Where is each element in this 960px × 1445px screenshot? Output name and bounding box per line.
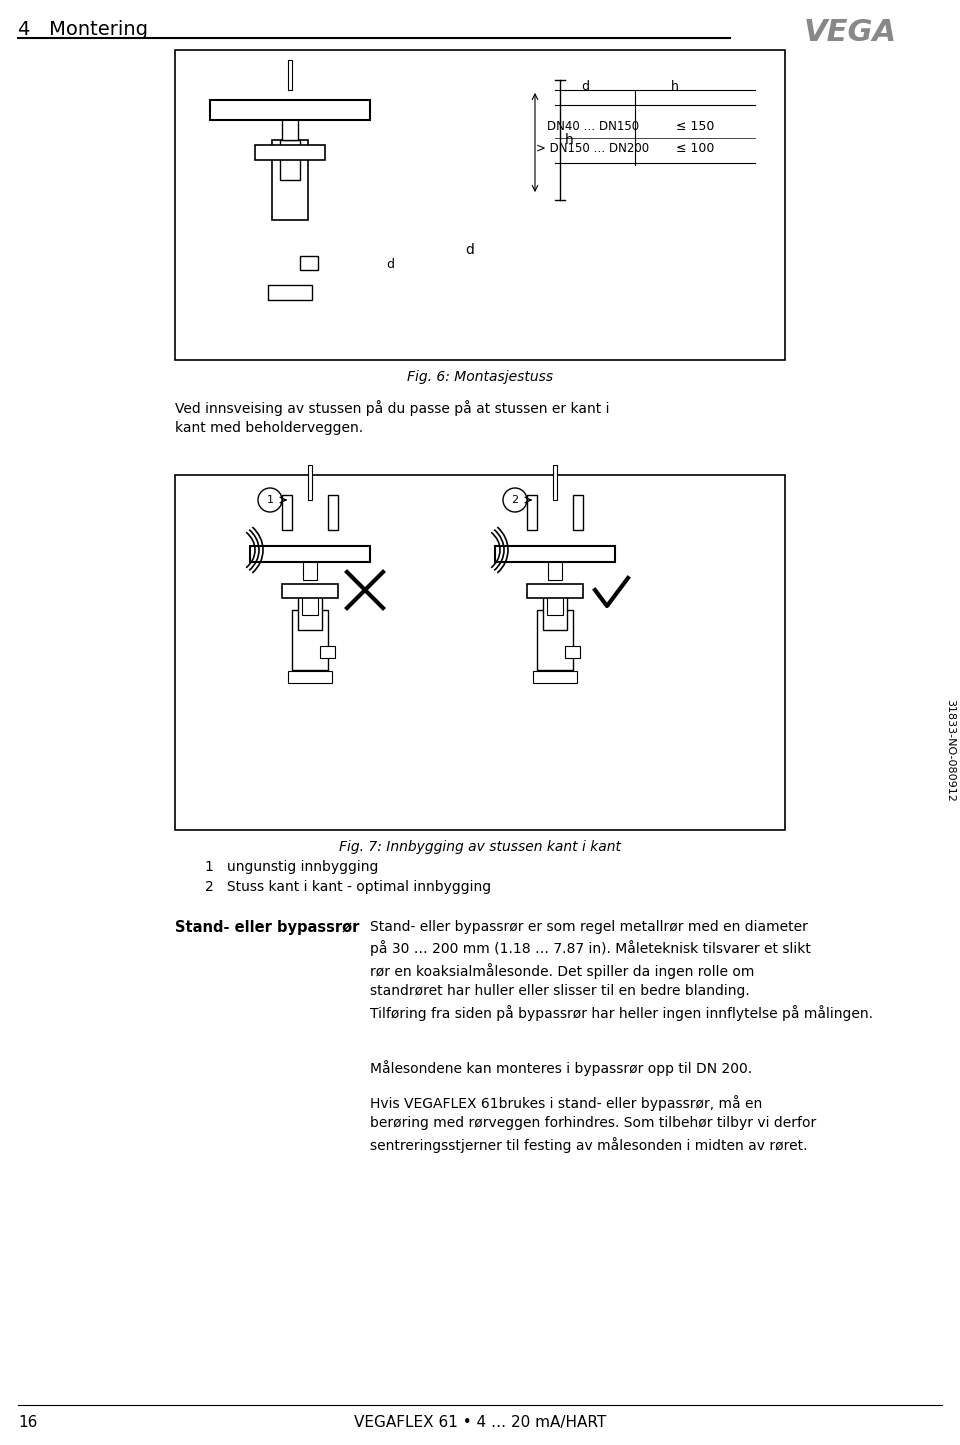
- Bar: [302, 597, 318, 616]
- Bar: [288, 61, 292, 90]
- Bar: [298, 588, 322, 630]
- Bar: [565, 646, 580, 657]
- Bar: [175, 475, 785, 829]
- Text: 4   Montering: 4 Montering: [18, 20, 148, 39]
- Bar: [328, 496, 338, 530]
- Bar: [495, 546, 615, 562]
- Text: 1   ungunstig innbygging: 1 ungunstig innbygging: [205, 860, 378, 874]
- Bar: [543, 588, 567, 630]
- Text: VEGAFLEX 61 • 4 … 20 mA/HART: VEGAFLEX 61 • 4 … 20 mA/HART: [354, 1415, 606, 1431]
- Text: Fig. 7: Innbygging av stussen kant i kant: Fig. 7: Innbygging av stussen kant i kan…: [339, 840, 621, 854]
- Bar: [255, 144, 325, 160]
- Text: Hvis VEGAFLEX 61brukes i stand- eller bypassrør, må en
berøring med rørveggen fo: Hvis VEGAFLEX 61brukes i stand- eller by…: [370, 1095, 816, 1153]
- Text: Stand- eller bypassrør: Stand- eller bypassrør: [175, 920, 359, 935]
- Bar: [303, 558, 317, 579]
- Text: Stand- eller bypassrør er som regel metallrør med en diameter
på 30 … 200 mm (1.: Stand- eller bypassrør er som regel meta…: [370, 920, 873, 1020]
- Text: h: h: [671, 79, 679, 92]
- Bar: [175, 51, 785, 360]
- Bar: [282, 496, 292, 530]
- Text: Fig. 6: Montasjestuss: Fig. 6: Montasjestuss: [407, 370, 553, 384]
- Bar: [268, 285, 312, 301]
- Text: d: d: [466, 243, 474, 257]
- Text: > DN150 … DN200: > DN150 … DN200: [537, 142, 650, 155]
- Bar: [280, 140, 300, 181]
- Text: ≤ 150: ≤ 150: [676, 120, 714, 133]
- Bar: [292, 610, 328, 670]
- Text: 1: 1: [267, 496, 274, 504]
- Bar: [553, 465, 557, 500]
- Bar: [527, 496, 537, 530]
- Text: DN40 … DN150: DN40 … DN150: [547, 120, 639, 133]
- Bar: [547, 597, 563, 616]
- Bar: [533, 670, 577, 683]
- Text: 2: 2: [512, 496, 518, 504]
- Bar: [288, 670, 332, 683]
- Text: Ved innsveising av stussen på du passe på at stussen er kant i
kant med beholder: Ved innsveising av stussen på du passe p…: [175, 400, 610, 435]
- Text: d: d: [581, 79, 589, 92]
- Text: 16: 16: [18, 1415, 37, 1431]
- Text: 31833-NO-080912: 31833-NO-080912: [945, 698, 955, 802]
- Bar: [320, 646, 335, 657]
- Bar: [282, 116, 298, 140]
- Bar: [573, 496, 583, 530]
- Text: VEGA: VEGA: [804, 17, 897, 48]
- Bar: [210, 100, 370, 120]
- Text: d: d: [386, 259, 394, 272]
- Text: 2   Stuss kant i kant - optimal innbygging: 2 Stuss kant i kant - optimal innbygging: [205, 880, 492, 894]
- Bar: [272, 140, 308, 220]
- Bar: [308, 465, 312, 500]
- Text: Målesondene kan monteres i bypassrør opp til DN 200.: Målesondene kan monteres i bypassrør opp…: [370, 1061, 752, 1077]
- Text: h: h: [565, 133, 574, 147]
- Bar: [537, 610, 573, 670]
- Bar: [527, 584, 583, 598]
- Bar: [250, 546, 370, 562]
- Bar: [548, 558, 562, 579]
- Bar: [300, 256, 318, 270]
- Bar: [282, 584, 338, 598]
- Text: ≤ 100: ≤ 100: [676, 142, 714, 155]
